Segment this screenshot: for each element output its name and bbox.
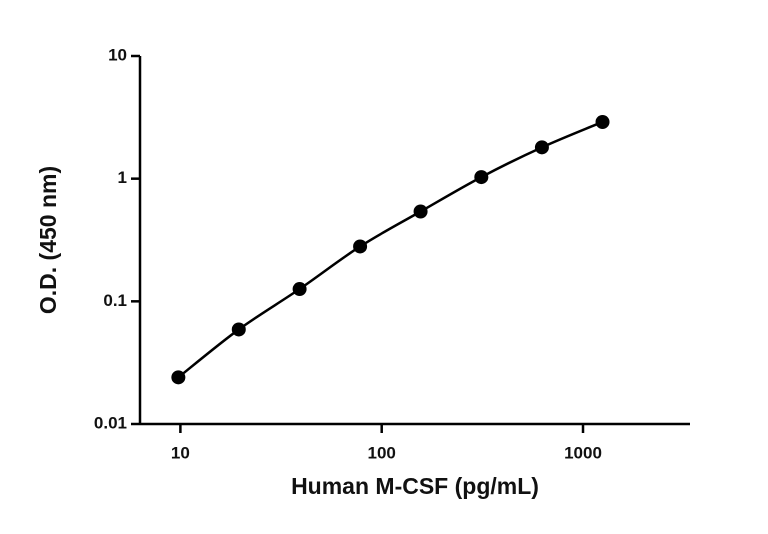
- x-tick-label: 10: [171, 443, 190, 462]
- point: [474, 170, 489, 185]
- point: [595, 114, 610, 129]
- point: [413, 204, 428, 219]
- y-tick-label: 0.1: [103, 291, 127, 310]
- y-tick-label: 1: [118, 168, 127, 187]
- point: [292, 282, 307, 297]
- x-tick-label: 100: [368, 443, 396, 462]
- y-tick-label: 10: [108, 45, 127, 64]
- x-axis-title: Human M-CSF (pg/mL): [291, 473, 539, 499]
- y-axis-title: O.D. (450 nm): [35, 166, 61, 314]
- point: [534, 140, 549, 155]
- y-tick-label: 0.01: [94, 413, 127, 432]
- point: [231, 322, 246, 337]
- point: [171, 370, 186, 385]
- point: [353, 239, 368, 254]
- x-tick-label: 1000: [564, 443, 602, 462]
- fit-curve: [177, 120, 604, 379]
